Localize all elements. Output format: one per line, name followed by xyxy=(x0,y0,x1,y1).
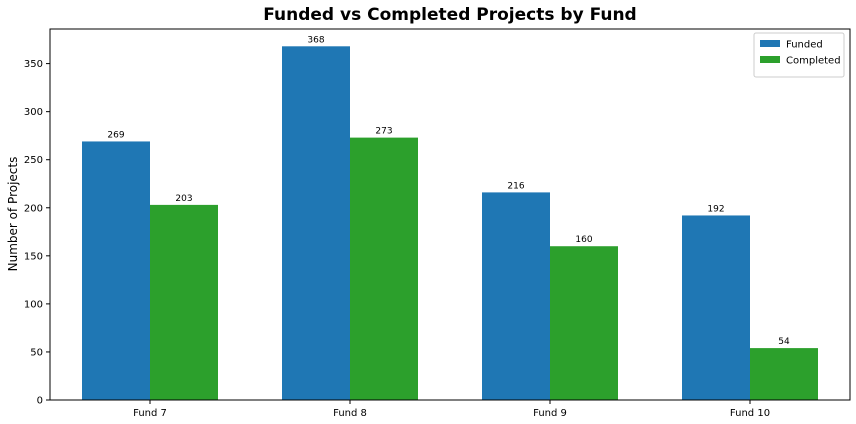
y-tick-label: 250 xyxy=(24,155,43,166)
y-tick-label: 150 xyxy=(24,251,43,262)
legend-label-completed: Completed xyxy=(786,56,841,67)
legend-swatch-completed xyxy=(760,56,780,63)
bar-completed xyxy=(350,137,418,400)
chart-title: Funded vs Completed Projects by Fund xyxy=(263,5,636,25)
bar-completed xyxy=(550,246,618,400)
y-tick-label: 50 xyxy=(30,347,43,358)
bar-completed xyxy=(750,348,818,400)
bar-funded xyxy=(282,46,350,401)
y-tick-label: 100 xyxy=(24,299,43,310)
bar-funded xyxy=(482,192,550,400)
y-tick-label: 0 xyxy=(37,396,43,407)
data-label: 368 xyxy=(307,35,324,45)
plot-area: 0 50 100 150 200 250 300 350 269 203 Fund 7 368 273 F… xyxy=(24,35,818,419)
data-label: 192 xyxy=(707,204,724,214)
data-label: 160 xyxy=(575,235,592,245)
x-tick-label: Fund 8 xyxy=(333,408,367,419)
legend: Funded Completed xyxy=(753,32,845,78)
data-label: 54 xyxy=(778,337,790,347)
y-axis-label: Number of Projects xyxy=(6,157,20,272)
data-label: 203 xyxy=(175,194,192,204)
data-label: 273 xyxy=(375,127,392,137)
x-tick-label: Fund 9 xyxy=(533,408,567,419)
x-tick-label: Fund 7 xyxy=(133,408,167,419)
legend-swatch-funded xyxy=(760,40,780,47)
bar-completed xyxy=(150,204,218,400)
data-label: 216 xyxy=(507,181,524,191)
data-label: 269 xyxy=(107,130,124,140)
x-tick-label: Fund 10 xyxy=(730,408,770,419)
legend-label-funded: Funded xyxy=(786,40,823,51)
bar-funded xyxy=(82,141,150,400)
y-tick-label: 300 xyxy=(24,107,43,118)
y-tick-label: 200 xyxy=(24,203,43,214)
plot-frame xyxy=(49,28,851,401)
bar-funded xyxy=(682,215,750,400)
y-tick-label: 350 xyxy=(24,59,43,70)
